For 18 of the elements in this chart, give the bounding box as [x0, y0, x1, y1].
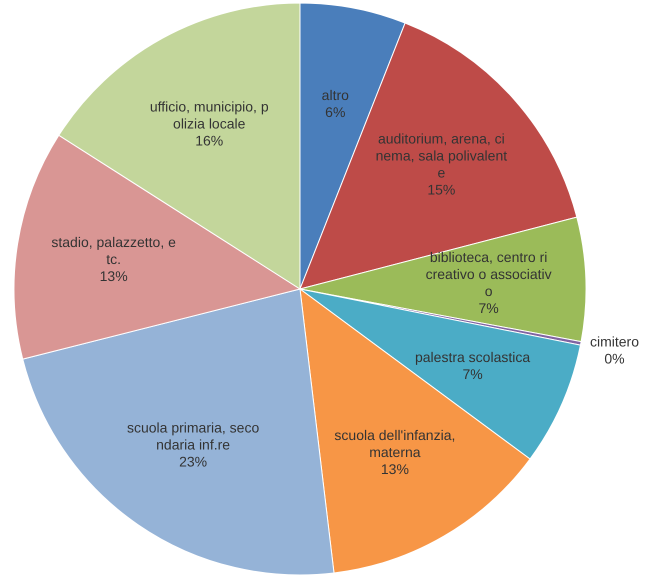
data-label: 16%	[195, 132, 224, 148]
data-label: 7%	[462, 366, 483, 382]
data-label: 0%	[604, 350, 625, 366]
data-label: 23%	[179, 454, 208, 470]
slice-label: scuola dell'infanzia, materna	[334, 427, 456, 460]
data-label: 15%	[427, 181, 456, 198]
slice-label: altro	[322, 87, 350, 104]
slice-label: auditorium, arena, cinema, sala polivalente	[376, 130, 508, 180]
slice-label: ufficio, municipio, polizia locale	[150, 98, 269, 132]
data-label: 13%	[100, 268, 128, 284]
slice-label: cimitero	[590, 333, 640, 350]
data-label: 7%	[478, 300, 499, 316]
data-label: 13%	[380, 461, 409, 478]
slice-label: stadio, palazzetto, etc.	[51, 234, 176, 267]
slice-label: palestra scolastica	[415, 348, 530, 365]
slice-label: biblioteca, centro ricreativo o associativo	[426, 248, 552, 299]
data-label: 6%	[325, 104, 346, 120]
slice-label: scuola primaria, secondaria inf.re	[126, 420, 260, 453]
